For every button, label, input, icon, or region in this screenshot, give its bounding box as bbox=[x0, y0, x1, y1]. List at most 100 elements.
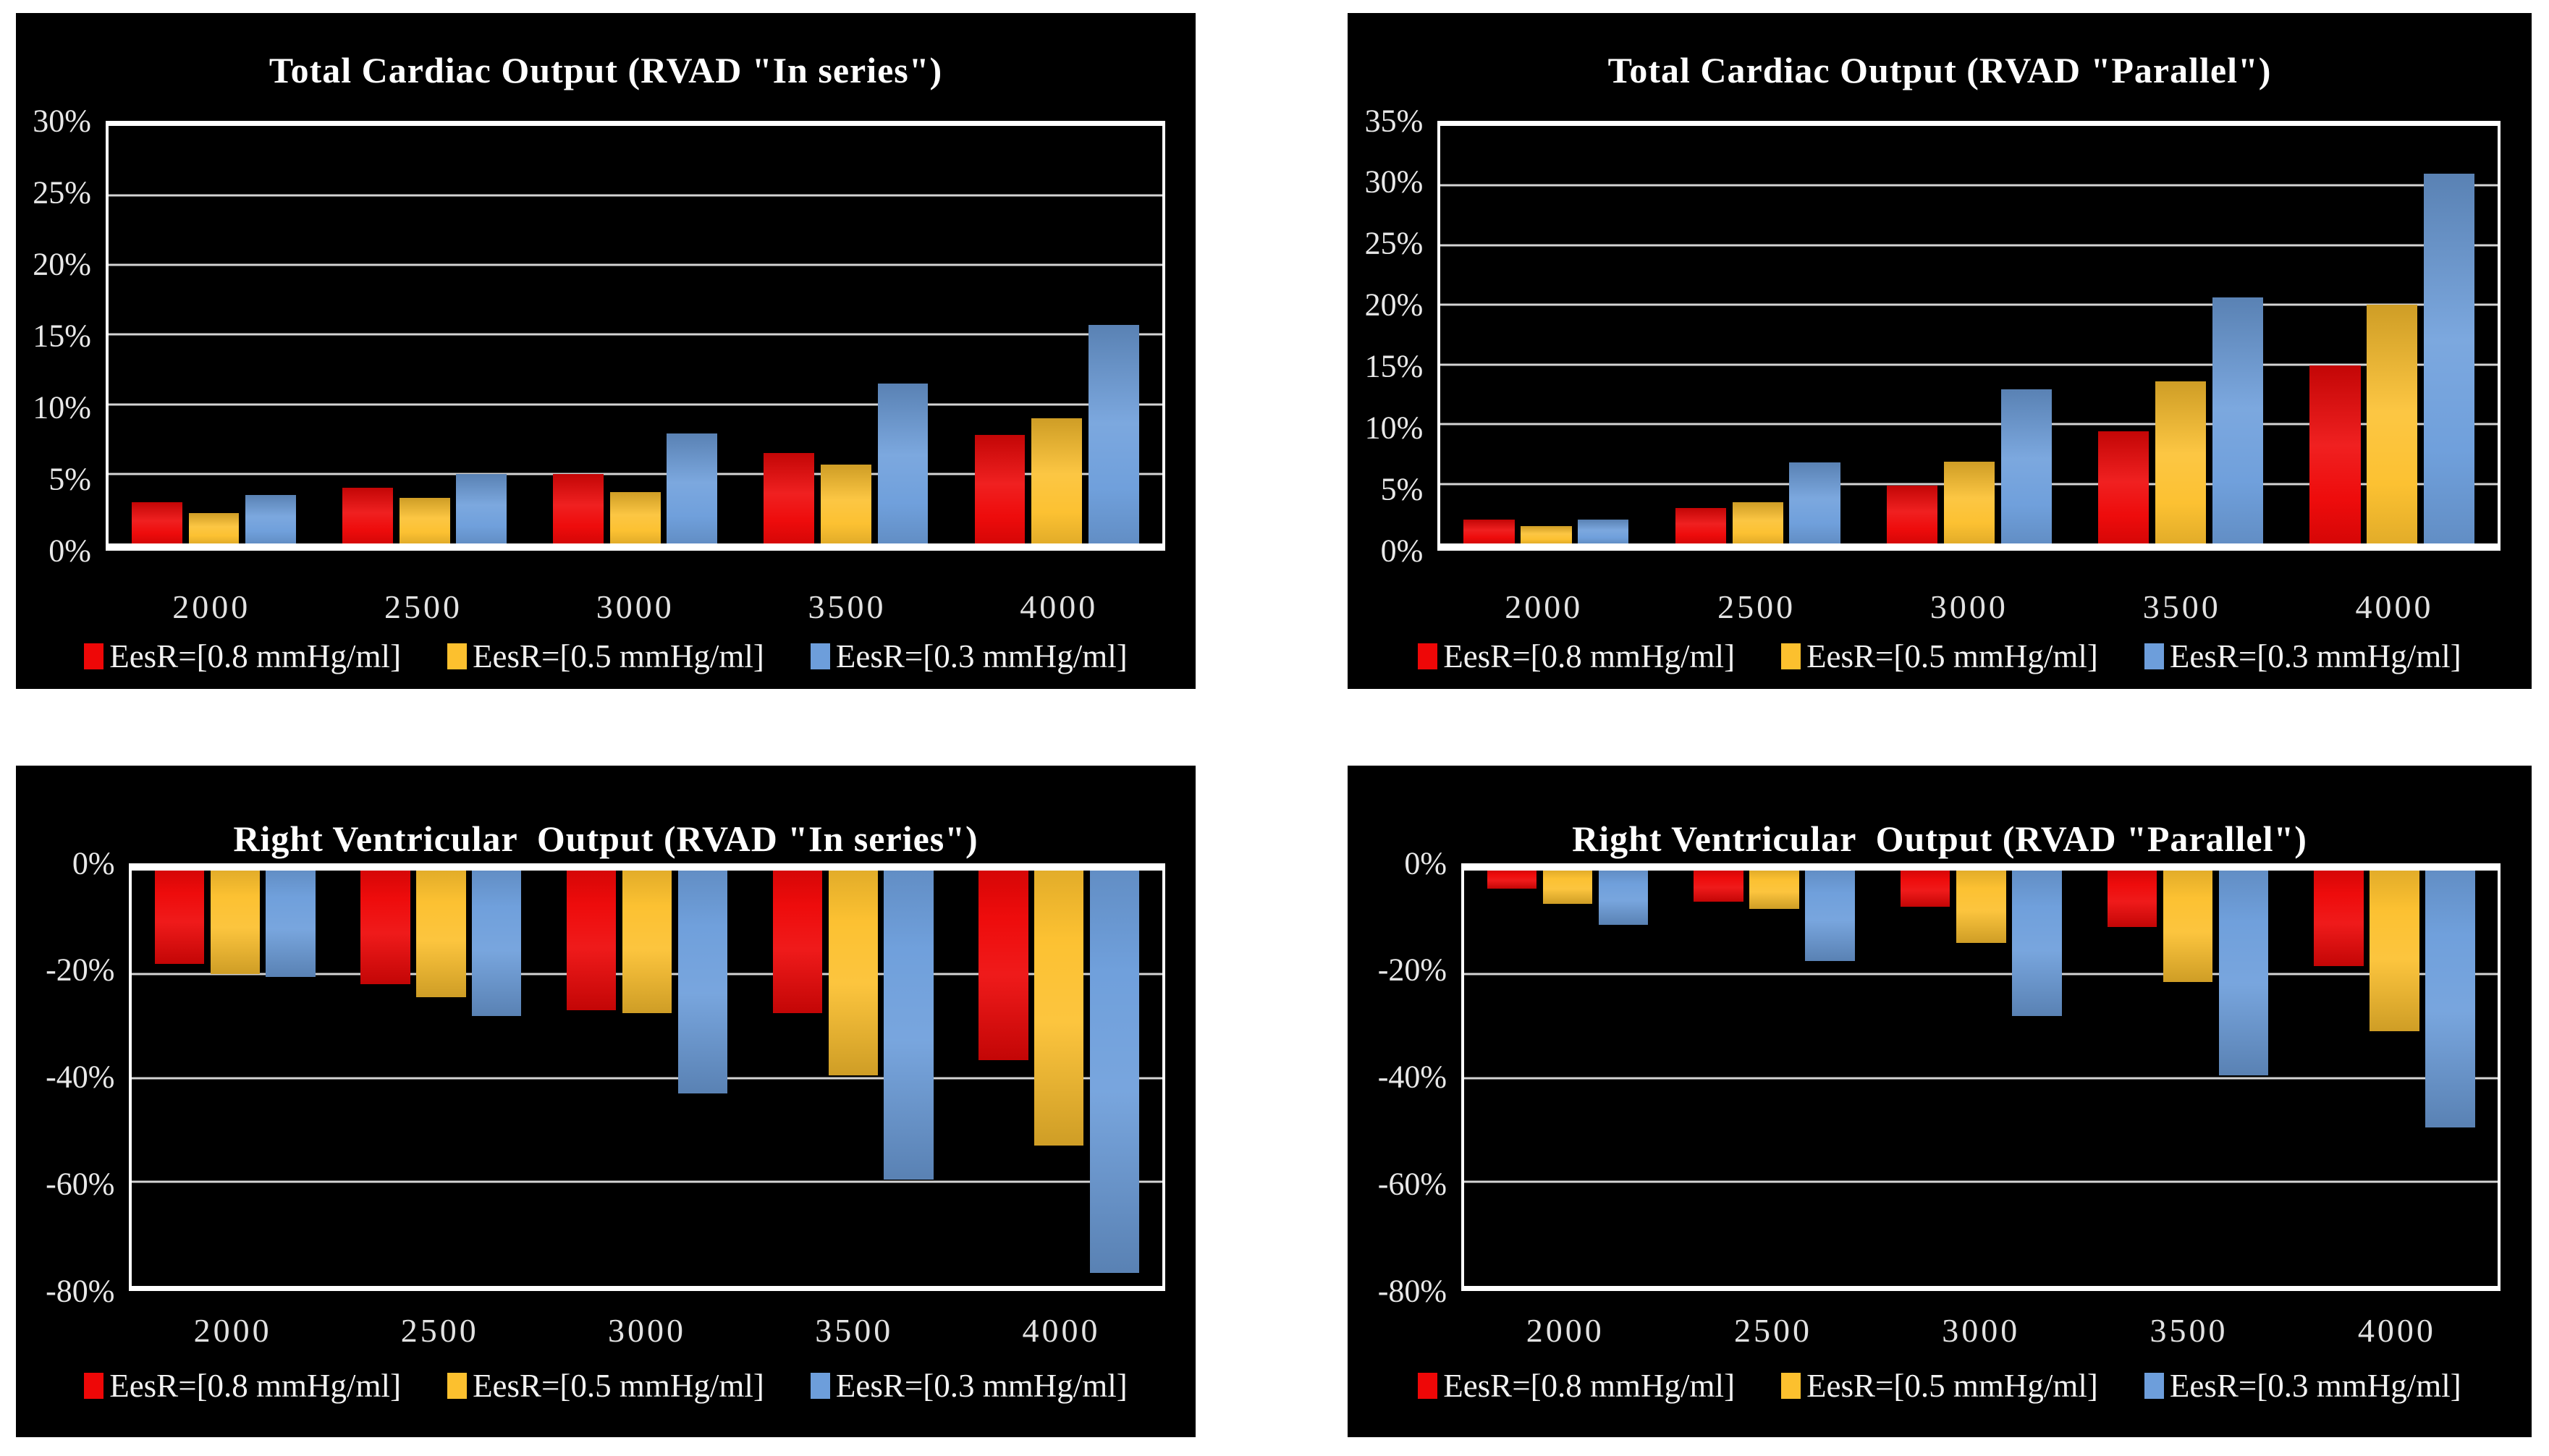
bar bbox=[2107, 870, 2157, 928]
legend-swatch bbox=[1781, 1373, 1801, 1400]
bar-group bbox=[1671, 870, 1878, 1286]
gridline bbox=[108, 403, 1162, 406]
y-tick-label: -20% bbox=[1377, 952, 1447, 988]
x-tick-label: 3000 bbox=[1942, 1311, 2021, 1349]
x-tick-label: 4000 bbox=[1020, 588, 1099, 625]
y-tick-label: 0% bbox=[1404, 845, 1447, 881]
bar bbox=[1886, 485, 1938, 544]
bar-group bbox=[109, 126, 319, 544]
legend-item: EesR=[0.8 mmHg/ml] bbox=[84, 638, 401, 675]
bar bbox=[2309, 365, 2361, 544]
x-axis: 2000 2500 3000 3500 4000 bbox=[1461, 1311, 2501, 1350]
bar-group bbox=[750, 870, 956, 1286]
gridline bbox=[108, 263, 1162, 266]
legend-swatch bbox=[2144, 643, 2164, 670]
legend-label: EesR=[0.8 mmHg/ml] bbox=[1443, 1368, 1736, 1405]
gridline bbox=[1440, 363, 2498, 366]
bars-layer bbox=[132, 870, 1162, 1286]
legend-item: EesR=[0.3 mmHg/ml] bbox=[2144, 1367, 2461, 1405]
bar bbox=[360, 870, 410, 985]
bar bbox=[1694, 870, 1743, 902]
bar-group bbox=[1864, 126, 2075, 544]
bar-group bbox=[956, 870, 1162, 1286]
bar bbox=[2012, 870, 2062, 1016]
bar bbox=[884, 870, 934, 1180]
legend: EesR=[0.8 mmHg/ml] EesR=[0.5 mmHg/ml] EesR… bbox=[1348, 1367, 2532, 1405]
bar-group bbox=[530, 126, 740, 544]
y-tick-label: 15% bbox=[33, 318, 91, 354]
bar-group bbox=[1652, 126, 1864, 544]
legend-swatch bbox=[84, 1373, 104, 1400]
gridline bbox=[108, 473, 1162, 475]
bar bbox=[1943, 461, 1995, 544]
chart-title: Right Ventricular Output (RVAD "In serie… bbox=[233, 818, 978, 860]
bar-group bbox=[1877, 870, 2084, 1286]
bar bbox=[2163, 870, 2213, 982]
bar bbox=[472, 870, 522, 1016]
x-tick-label: 3500 bbox=[808, 588, 887, 625]
legend-item: EesR=[0.3 mmHg/ml] bbox=[810, 1367, 1128, 1405]
bar bbox=[828, 870, 878, 1076]
bar bbox=[1749, 870, 1799, 910]
x-tick-label: 2000 bbox=[1505, 588, 1584, 625]
bars-layer bbox=[1464, 870, 2498, 1286]
gridline bbox=[132, 1180, 1162, 1183]
bar bbox=[877, 383, 929, 544]
bar bbox=[622, 870, 672, 1013]
bar-group bbox=[338, 870, 544, 1286]
bar bbox=[1956, 870, 2006, 944]
y-tick-label: 35% bbox=[1364, 103, 1424, 138]
bar bbox=[2218, 870, 2269, 1076]
legend-swatch bbox=[810, 643, 830, 670]
gridline bbox=[1440, 303, 2498, 306]
x-tick-label: 3000 bbox=[608, 1311, 687, 1349]
bar bbox=[1034, 870, 1084, 1146]
x-tick-label: 4000 bbox=[1022, 1311, 1101, 1349]
bar bbox=[1089, 870, 1140, 1273]
legend-swatch bbox=[1418, 1373, 1438, 1400]
bar bbox=[677, 870, 727, 1094]
grid-layer bbox=[108, 126, 1162, 544]
gridline bbox=[1440, 244, 2498, 247]
gridline bbox=[108, 333, 1162, 336]
x-tick-label: 3000 bbox=[596, 588, 675, 625]
bar-group bbox=[319, 126, 530, 544]
legend-swatch bbox=[1418, 643, 1438, 670]
bar-group bbox=[2291, 870, 2498, 1286]
bar-group bbox=[1440, 126, 1652, 544]
legend-swatch bbox=[2144, 1373, 2164, 1400]
y-tick-label: 30% bbox=[33, 103, 91, 138]
bar bbox=[1088, 325, 1139, 544]
legend-item: EesR=[0.8 mmHg/ml] bbox=[1418, 638, 1735, 675]
x-axis: 2000 2500 3000 3500 4000 bbox=[129, 1311, 1164, 1350]
y-tick-label: 10% bbox=[33, 389, 91, 426]
legend-swatch bbox=[447, 643, 468, 670]
y-axis: 0% -20% -40% -60% -80% bbox=[16, 845, 129, 1308]
chart-panel-rvo-parallel: Right Ventricular Output (RVAD "Parallel… bbox=[1348, 766, 2532, 1437]
bar-group bbox=[1464, 870, 1671, 1286]
bar bbox=[2424, 173, 2475, 544]
legend-label: EesR=[0.5 mmHg/ml] bbox=[1806, 1368, 2098, 1405]
bar bbox=[764, 453, 815, 544]
x-tick-label: 3500 bbox=[2142, 588, 2221, 625]
legend: EesR=[0.8 mmHg/ml] EesR=[0.5 mmHg/ml] EesR… bbox=[1348, 638, 2532, 675]
bar bbox=[1542, 870, 1593, 905]
y-tick-label: -20% bbox=[46, 952, 115, 988]
legend-swatch bbox=[1781, 643, 1801, 670]
x-tick-label: 3500 bbox=[2149, 1311, 2228, 1349]
x-tick-label: 2000 bbox=[193, 1311, 272, 1349]
plot-area bbox=[1437, 120, 2501, 551]
bar bbox=[1900, 870, 1950, 907]
bar bbox=[1732, 501, 1783, 544]
bar bbox=[131, 501, 182, 544]
bar bbox=[266, 870, 316, 977]
y-axis: 0% -20% -40% -60% -80% bbox=[1348, 845, 1461, 1308]
bar bbox=[210, 870, 260, 975]
bar bbox=[1521, 525, 1572, 544]
x-tick-label: 2000 bbox=[1526, 1311, 1605, 1349]
y-tick-label: -60% bbox=[1377, 1166, 1447, 1202]
legend-swatch bbox=[810, 1373, 830, 1400]
legend-item: EesR=[0.5 mmHg/ml] bbox=[447, 638, 764, 675]
bar bbox=[820, 464, 871, 544]
legend-label: EesR=[0.8 mmHg/ml] bbox=[109, 638, 402, 675]
